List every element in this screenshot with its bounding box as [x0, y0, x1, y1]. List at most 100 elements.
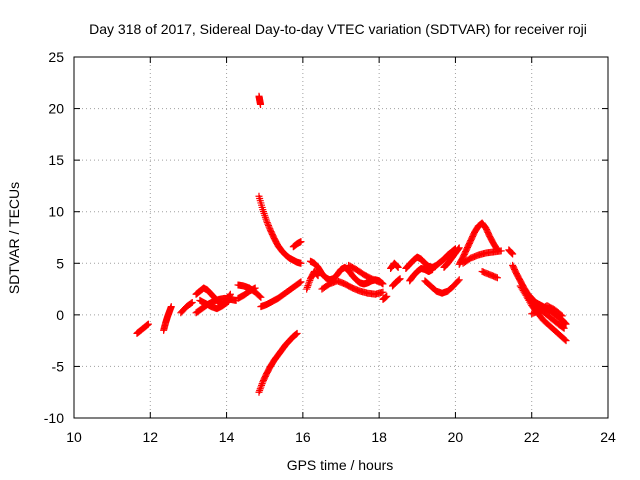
data-point — [257, 293, 265, 301]
data-series-segment — [257, 278, 305, 311]
x-tick-label: 14 — [219, 429, 235, 445]
data-point — [187, 299, 195, 307]
y-tick-label: 5 — [56, 255, 64, 271]
data-point — [379, 288, 387, 296]
data-series-segment — [528, 302, 566, 320]
data-point — [396, 275, 404, 283]
data-point — [560, 324, 568, 332]
data-point — [144, 320, 152, 328]
data-point — [258, 380, 266, 388]
data-point — [257, 383, 265, 391]
data-point — [297, 278, 305, 286]
data-point — [455, 276, 463, 284]
x-axis-label: GPS time / hours — [287, 457, 394, 473]
chart-title: Day 318 of 2017, Sidereal Day-to-day VTE… — [89, 21, 587, 37]
data-point — [257, 100, 265, 108]
data-points — [133, 92, 570, 396]
data-point — [429, 265, 437, 273]
data-point — [557, 311, 565, 319]
y-axis-ticks: -10 -5 0 5 10 15 20 25 — [44, 49, 608, 426]
data-point — [265, 222, 273, 230]
data-point — [305, 278, 313, 286]
data-series-segment — [455, 219, 501, 268]
data-point — [559, 324, 567, 332]
data-point — [507, 249, 515, 257]
data-point — [256, 292, 264, 300]
data-point — [255, 388, 263, 396]
x-axis-ticks: 10 12 14 16 18 20 22 24 — [66, 57, 616, 445]
y-tick-label: 15 — [48, 152, 64, 168]
data-series-segment — [505, 246, 517, 258]
data-series-segment — [345, 261, 383, 286]
data-point — [394, 263, 402, 271]
data-series-segment — [402, 245, 459, 272]
data-series-segment — [388, 275, 404, 290]
data-point — [188, 298, 196, 306]
data-point — [454, 246, 462, 254]
data-point — [304, 282, 312, 290]
data-series-segment — [478, 268, 501, 282]
data-series-segment — [406, 264, 437, 285]
data-point — [561, 319, 569, 327]
data-point — [296, 279, 304, 287]
data-point — [561, 336, 569, 344]
data-series-segment — [387, 259, 402, 272]
y-tick-label: 0 — [56, 307, 64, 323]
grid — [74, 57, 608, 418]
data-point — [263, 219, 271, 227]
y-tick-label: 10 — [48, 204, 64, 220]
data-point — [394, 263, 402, 271]
data-point — [561, 319, 569, 327]
y-tick-label: 20 — [48, 101, 64, 117]
data-point — [454, 277, 462, 285]
y-tick-label: 25 — [48, 49, 64, 65]
x-tick-label: 18 — [371, 429, 387, 445]
x-tick-label: 12 — [142, 429, 158, 445]
data-series-segment — [459, 247, 505, 267]
x-tick-label: 10 — [66, 429, 82, 445]
data-point — [263, 217, 271, 225]
data-point — [256, 385, 264, 393]
data-point — [562, 337, 570, 345]
data-point — [258, 381, 266, 389]
data-series-segment — [160, 303, 175, 334]
data-point — [265, 223, 273, 231]
data-point — [297, 238, 305, 246]
data-series-segment — [289, 238, 305, 251]
data-series-segment — [440, 244, 463, 271]
data-point — [393, 262, 401, 270]
data-series-segment — [196, 296, 232, 313]
data-point — [375, 278, 383, 286]
x-tick-label: 22 — [524, 429, 540, 445]
data-point — [293, 329, 301, 337]
y-tick-label: -10 — [44, 410, 64, 426]
data-point — [297, 259, 305, 267]
x-tick-label: 20 — [448, 429, 464, 445]
data-point — [379, 280, 387, 288]
data-point — [256, 386, 264, 394]
data-point — [497, 247, 505, 255]
data-series-segment — [255, 329, 301, 396]
data-point — [509, 250, 517, 258]
data-series-segment — [318, 277, 387, 298]
data-point — [305, 280, 313, 288]
x-tick-label: 16 — [295, 429, 311, 445]
plot-border — [73, 56, 609, 419]
data-point — [167, 303, 175, 311]
data-series-segment — [234, 284, 259, 302]
data-point — [224, 297, 232, 305]
data-point — [251, 284, 259, 292]
data-series-segment — [421, 276, 463, 297]
data-point — [558, 312, 566, 320]
data-series-segment — [255, 92, 265, 108]
data-series-segment — [255, 192, 305, 267]
data-series-segment — [379, 292, 391, 303]
data-point — [383, 292, 391, 300]
data-point — [224, 298, 232, 306]
data-point — [508, 249, 516, 257]
data-series-segment — [177, 298, 196, 317]
data-point — [264, 220, 272, 228]
plot-frame — [73, 56, 609, 419]
